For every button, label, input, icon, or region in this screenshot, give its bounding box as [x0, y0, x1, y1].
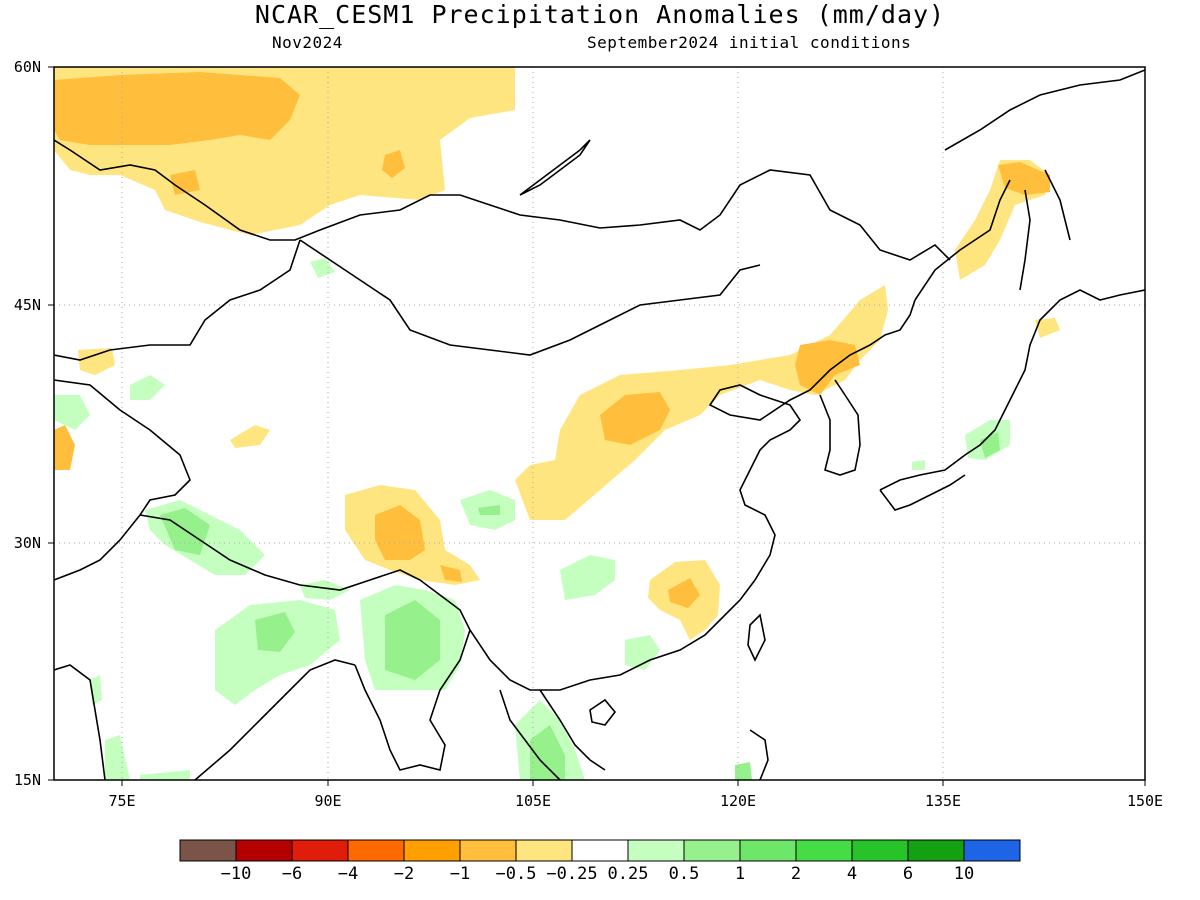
- forecast-month: Nov2024: [272, 33, 343, 52]
- tick-marks: [48, 66, 1146, 786]
- anomaly-fields: [54, 67, 1060, 780]
- colorbar-label: −2: [393, 864, 415, 884]
- colorbar: [179, 839, 1021, 862]
- anomaly-region: [215, 600, 340, 705]
- lon-label: 75E: [108, 792, 135, 810]
- colorbar-swatch: [515, 839, 573, 862]
- anomaly-region: [998, 162, 1050, 195]
- anomaly-region: [54, 425, 75, 470]
- anomaly-region: [668, 578, 700, 608]
- colorbar-swatch: [291, 839, 349, 862]
- anomaly-region: [160, 508, 210, 555]
- colorbar-swatch: [403, 839, 461, 862]
- anomaly-region: [310, 258, 335, 278]
- colorbar-swatch: [851, 839, 909, 862]
- anomaly-region: [130, 375, 165, 400]
- colorbar-swatch: [627, 839, 685, 862]
- colorbar-label: 0.5: [668, 864, 700, 884]
- colorbar-label: −1: [449, 864, 471, 884]
- lon-label: 90E: [314, 792, 341, 810]
- map-title: NCAR_CESM1 Precipitation Anomalies (mm/d…: [254, 0, 946, 29]
- anomaly-region: [478, 505, 500, 515]
- anomaly-region: [230, 425, 270, 448]
- lat-label: 60N: [14, 58, 41, 76]
- colorbar-label: 6: [902, 864, 914, 884]
- colorbar-label: −0.5: [495, 864, 537, 884]
- anomaly-region: [105, 735, 130, 780]
- colorbar-swatch: [963, 839, 1021, 862]
- lat-label: 15N: [14, 771, 41, 789]
- colorbar-swatch: [235, 839, 293, 862]
- anomaly-region: [625, 635, 660, 670]
- colorbar-swatch: [347, 839, 405, 862]
- anomaly-region: [980, 432, 1000, 458]
- lat-label: 30N: [14, 534, 41, 552]
- colorbar-label: 0.25: [607, 864, 649, 884]
- anomaly-region: [515, 285, 888, 520]
- colorbar-label: 2: [790, 864, 802, 884]
- anomaly-region: [54, 72, 300, 145]
- lon-label: 105E: [515, 792, 551, 810]
- anomaly-region: [375, 505, 425, 560]
- anomaly-region: [440, 565, 462, 582]
- colorbar-label: 1: [734, 864, 746, 884]
- lon-label: 135E: [925, 792, 961, 810]
- anomaly-region: [1035, 318, 1060, 338]
- anomaly-region: [300, 580, 350, 600]
- map-frame: [53, 66, 1146, 781]
- coastlines-and-borders: [54, 69, 1145, 780]
- lon-label: 120E: [720, 792, 756, 810]
- colorbar-swatch: [795, 839, 853, 862]
- anomaly-region: [530, 725, 565, 780]
- colorbar-swatch: [739, 839, 797, 862]
- anomaly-region: [255, 612, 295, 652]
- anomaly-region: [382, 150, 405, 178]
- anomaly-region: [78, 348, 115, 375]
- colorbar-label: −4: [337, 864, 359, 884]
- lat-label: 45N: [14, 296, 41, 314]
- anomaly-region: [912, 460, 925, 470]
- colorbar-swatch: [179, 839, 237, 862]
- colorbar-label: −10: [220, 864, 252, 884]
- anomaly-region: [170, 170, 200, 195]
- grid-lines: [54, 67, 1145, 780]
- colorbar-swatch: [571, 839, 629, 862]
- anomaly-region: [54, 395, 90, 430]
- lon-label: 150E: [1127, 792, 1163, 810]
- colorbar-label: −6: [281, 864, 303, 884]
- colorbar-label: 10: [953, 864, 975, 884]
- colorbar-swatch: [907, 839, 965, 862]
- colorbar-swatch: [459, 839, 517, 862]
- colorbar-label: −0.25: [546, 864, 598, 884]
- anomaly-region: [140, 770, 190, 780]
- initial-conditions: September2024 initial conditions: [587, 33, 912, 52]
- colorbar-label: 4: [846, 864, 858, 884]
- anomaly-region: [560, 555, 615, 600]
- colorbar-swatch: [683, 839, 741, 862]
- anomaly-region: [795, 340, 860, 395]
- anomaly-region: [735, 762, 752, 780]
- anomaly-region: [385, 600, 440, 680]
- anomaly-region: [600, 392, 670, 445]
